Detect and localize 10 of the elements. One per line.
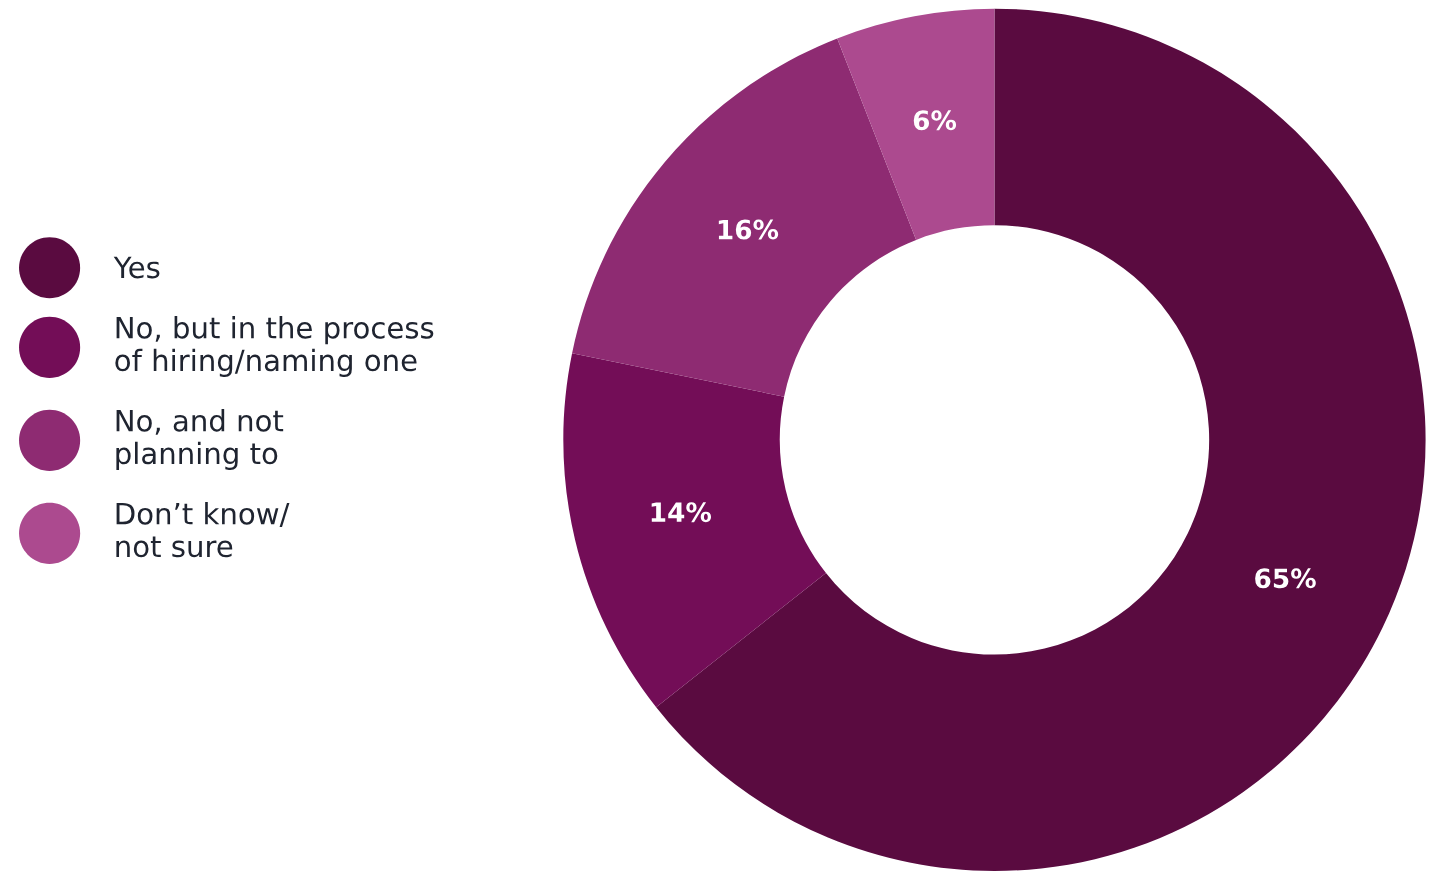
data-label: 14%	[651, 502, 712, 523]
legend-label: Yes	[113, 256, 160, 279]
data-label: 65%	[1255, 568, 1316, 589]
data-label: 16%	[718, 219, 779, 240]
data-label: 6%	[913, 110, 957, 131]
legend-label: No, and not planning to	[116, 409, 284, 470]
legend-label: Don’t know/ not sure	[116, 502, 290, 558]
donut-slice	[563, 353, 826, 708]
legend-label: No, but in the process of hiring/naming one	[115, 316, 434, 377]
donut-slice	[837, 8, 995, 240]
